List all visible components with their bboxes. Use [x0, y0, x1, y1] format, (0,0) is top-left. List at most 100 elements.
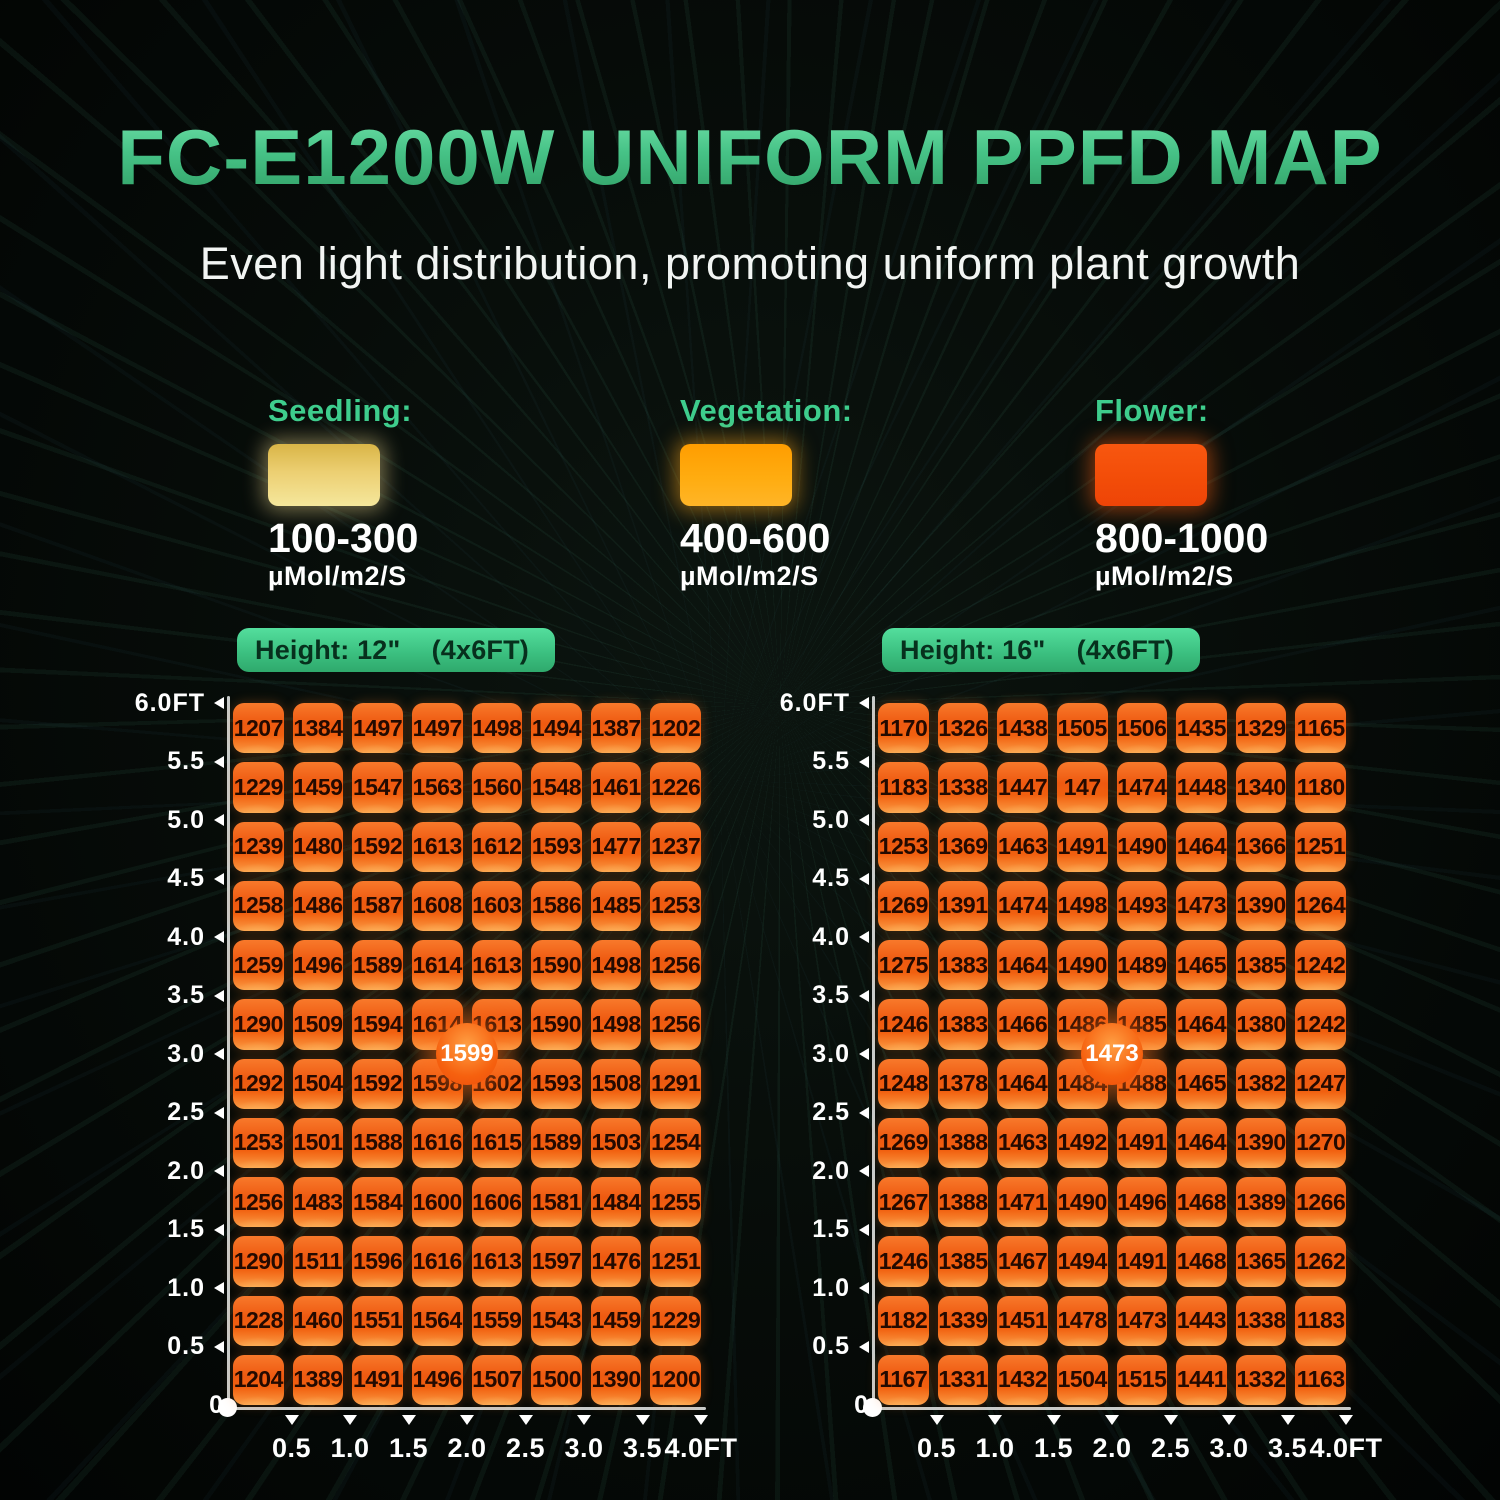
- ppfd-cell: 1464: [997, 1058, 1048, 1109]
- y-axis-tick: 0: [775, 1391, 869, 1419]
- y-axis-line: [227, 696, 230, 1409]
- ppfd-cell: 1262: [1295, 1236, 1346, 1287]
- ppfd-cell: 1390: [590, 1354, 642, 1405]
- legend-range: 400-600: [680, 515, 831, 561]
- x-axis-tick: 4.0FT: [661, 1415, 741, 1464]
- area-badge-label: (4x6FT): [431, 634, 529, 665]
- ppfd-chart-height-16in: Height: 16" (4x6FT) 6.0FT 5.5 5.0 4.5 4.0 3.5…: [775, 620, 1395, 1500]
- ppfd-cell: 1484: [590, 1177, 642, 1228]
- ppfd-cell: 1597: [531, 1236, 582, 1287]
- ppfd-cell: 1613: [411, 821, 463, 872]
- ppfd-cell: 1326: [937, 703, 989, 754]
- ppfd-cell: 1491: [1116, 1236, 1168, 1287]
- ppfd-cell: 1490: [1056, 1177, 1108, 1228]
- legend-label: Flower:: [1095, 393, 1209, 428]
- y-axis-tick: 0.5: [130, 1332, 224, 1361]
- ppfd-cell: 1551: [352, 1295, 403, 1346]
- y-axis-tick: 0.5: [775, 1332, 869, 1361]
- ppfd-cell: 1608: [411, 880, 463, 931]
- tick-arrow-down-icon: [694, 1415, 708, 1425]
- x-axis-tick: 2.5: [486, 1415, 566, 1464]
- tick-arrow-left-icon: [214, 1340, 224, 1353]
- y-axis-tick-label: 6.0FT: [134, 688, 205, 717]
- y-axis-tick: 4.5: [775, 864, 869, 893]
- ppfd-cell: 1388: [937, 1117, 989, 1168]
- ppfd-cell: 1258: [233, 880, 284, 931]
- legend-item-vegetation: Vegetation: 400-600 µMol/m2/S: [680, 393, 853, 592]
- ppfd-cell: 1615: [471, 1117, 523, 1168]
- tick-arrow-left-icon: [214, 1165, 224, 1177]
- ppfd-cell: 1170: [878, 703, 929, 754]
- x-axis-tick-label: 1.0: [975, 1433, 1015, 1463]
- tick-arrow-down-icon: [1105, 1415, 1119, 1425]
- ppfd-cell: 1290: [233, 999, 284, 1050]
- ppfd-cell: 1543: [531, 1295, 582, 1346]
- y-axis-tick: 6.0FT: [130, 689, 224, 717]
- x-axis-tick-label: 1.0: [330, 1433, 370, 1463]
- y-axis-tick: 1.0: [775, 1274, 869, 1302]
- ppfd-cell: 1380: [1235, 999, 1287, 1050]
- y-axis-line: [872, 696, 875, 1409]
- y-axis-tick: 5.0: [775, 806, 869, 834]
- ppfd-cell: 1596: [352, 1236, 403, 1287]
- vegetation-color-swatch: [680, 444, 792, 506]
- tick-arrow-down-icon: [1163, 1415, 1178, 1425]
- ppfd-cell: 1228: [233, 1295, 284, 1346]
- height-badge-label: Height: 12": [255, 634, 401, 665]
- area-badge-label: (4x6FT): [1076, 634, 1174, 665]
- ppfd-cell: 1441: [1176, 1354, 1227, 1405]
- x-axis-tick: 3.5: [603, 1415, 683, 1464]
- x-axis-tick: 1.5: [1014, 1415, 1094, 1464]
- ppfd-cell: 1486: [292, 880, 344, 931]
- ppfd-cell: 1491: [1056, 821, 1108, 872]
- y-axis-tick: 4.5: [130, 864, 224, 893]
- ppfd-cell: 1496: [411, 1354, 463, 1405]
- ppfd-cell: 1504: [1056, 1354, 1108, 1405]
- ppfd-cell: 1183: [1295, 1295, 1346, 1346]
- ppfd-cell: 1275: [878, 940, 929, 991]
- x-axis-tick-label: 2.0: [447, 1433, 487, 1463]
- y-axis-tick-label: 4.0: [167, 922, 205, 951]
- tick-arrow-left-icon: [859, 1340, 869, 1353]
- legend-unit: µMol/m2/S: [1095, 561, 1234, 592]
- y-axis-tick-label: 2.5: [812, 1098, 850, 1126]
- y-axis-tick: 1.5: [130, 1215, 224, 1244]
- ppfd-cell: 1237: [650, 821, 701, 872]
- ppfd-cell: 1490: [1116, 821, 1168, 872]
- ppfd-cell: 1259: [233, 940, 284, 991]
- x-axis-tick-label: 4.0FT: [1309, 1433, 1383, 1463]
- legend-item-seedling: Seedling: 100-300 µMol/m2/S: [268, 393, 418, 592]
- y-axis-tick-label: 2.5: [167, 1098, 205, 1126]
- x-axis-tick-label: 3.0: [564, 1433, 604, 1463]
- x-axis-tick-label: 2.5: [1150, 1433, 1191, 1463]
- ppfd-cell: 1474: [1116, 762, 1168, 813]
- ppfd-cell: 1459: [590, 1295, 642, 1346]
- ppfd-cell: 1614: [411, 999, 463, 1050]
- ppfd-cell: 1382: [1235, 1058, 1287, 1109]
- ppfd-cell: 1563: [411, 762, 463, 813]
- tick-arrow-down-icon: [929, 1415, 944, 1425]
- tick-arrow-left-icon: [859, 755, 869, 768]
- ppfd-cell: 1548: [531, 762, 582, 813]
- ppfd-cell: 1253: [233, 1117, 284, 1168]
- ppfd-cell: 1167: [878, 1354, 929, 1405]
- ppfd-cell: 1492: [1056, 1117, 1108, 1168]
- ppfd-cell: 1255: [650, 1177, 701, 1228]
- legend-label: Seedling:: [268, 393, 413, 428]
- ppfd-cell: 1248: [878, 1058, 929, 1109]
- ppfd-cell: 1291: [650, 1058, 701, 1109]
- ppfd-cell: 1443: [1176, 1295, 1227, 1346]
- ppfd-cell: 1466: [997, 999, 1048, 1050]
- x-axis-tick-label: 4.0FT: [664, 1433, 738, 1463]
- y-axis-tick: 6.0FT: [775, 689, 869, 717]
- y-axis-tick-label: 4.5: [812, 864, 850, 892]
- ppfd-cell: 1269: [878, 1117, 929, 1168]
- ppfd-cell: 1590: [531, 999, 582, 1050]
- ppfd-cell: 1266: [1295, 1177, 1346, 1228]
- ppfd-cell: 1447: [997, 762, 1048, 813]
- ppfd-cell: 1488: [1116, 1058, 1168, 1109]
- ppfd-cell: 1600: [411, 1177, 463, 1228]
- ppfd-cell: 1616: [411, 1117, 463, 1168]
- x-axis-tick: 1.0: [955, 1415, 1035, 1464]
- ppfd-cell: 1338: [1235, 1295, 1287, 1346]
